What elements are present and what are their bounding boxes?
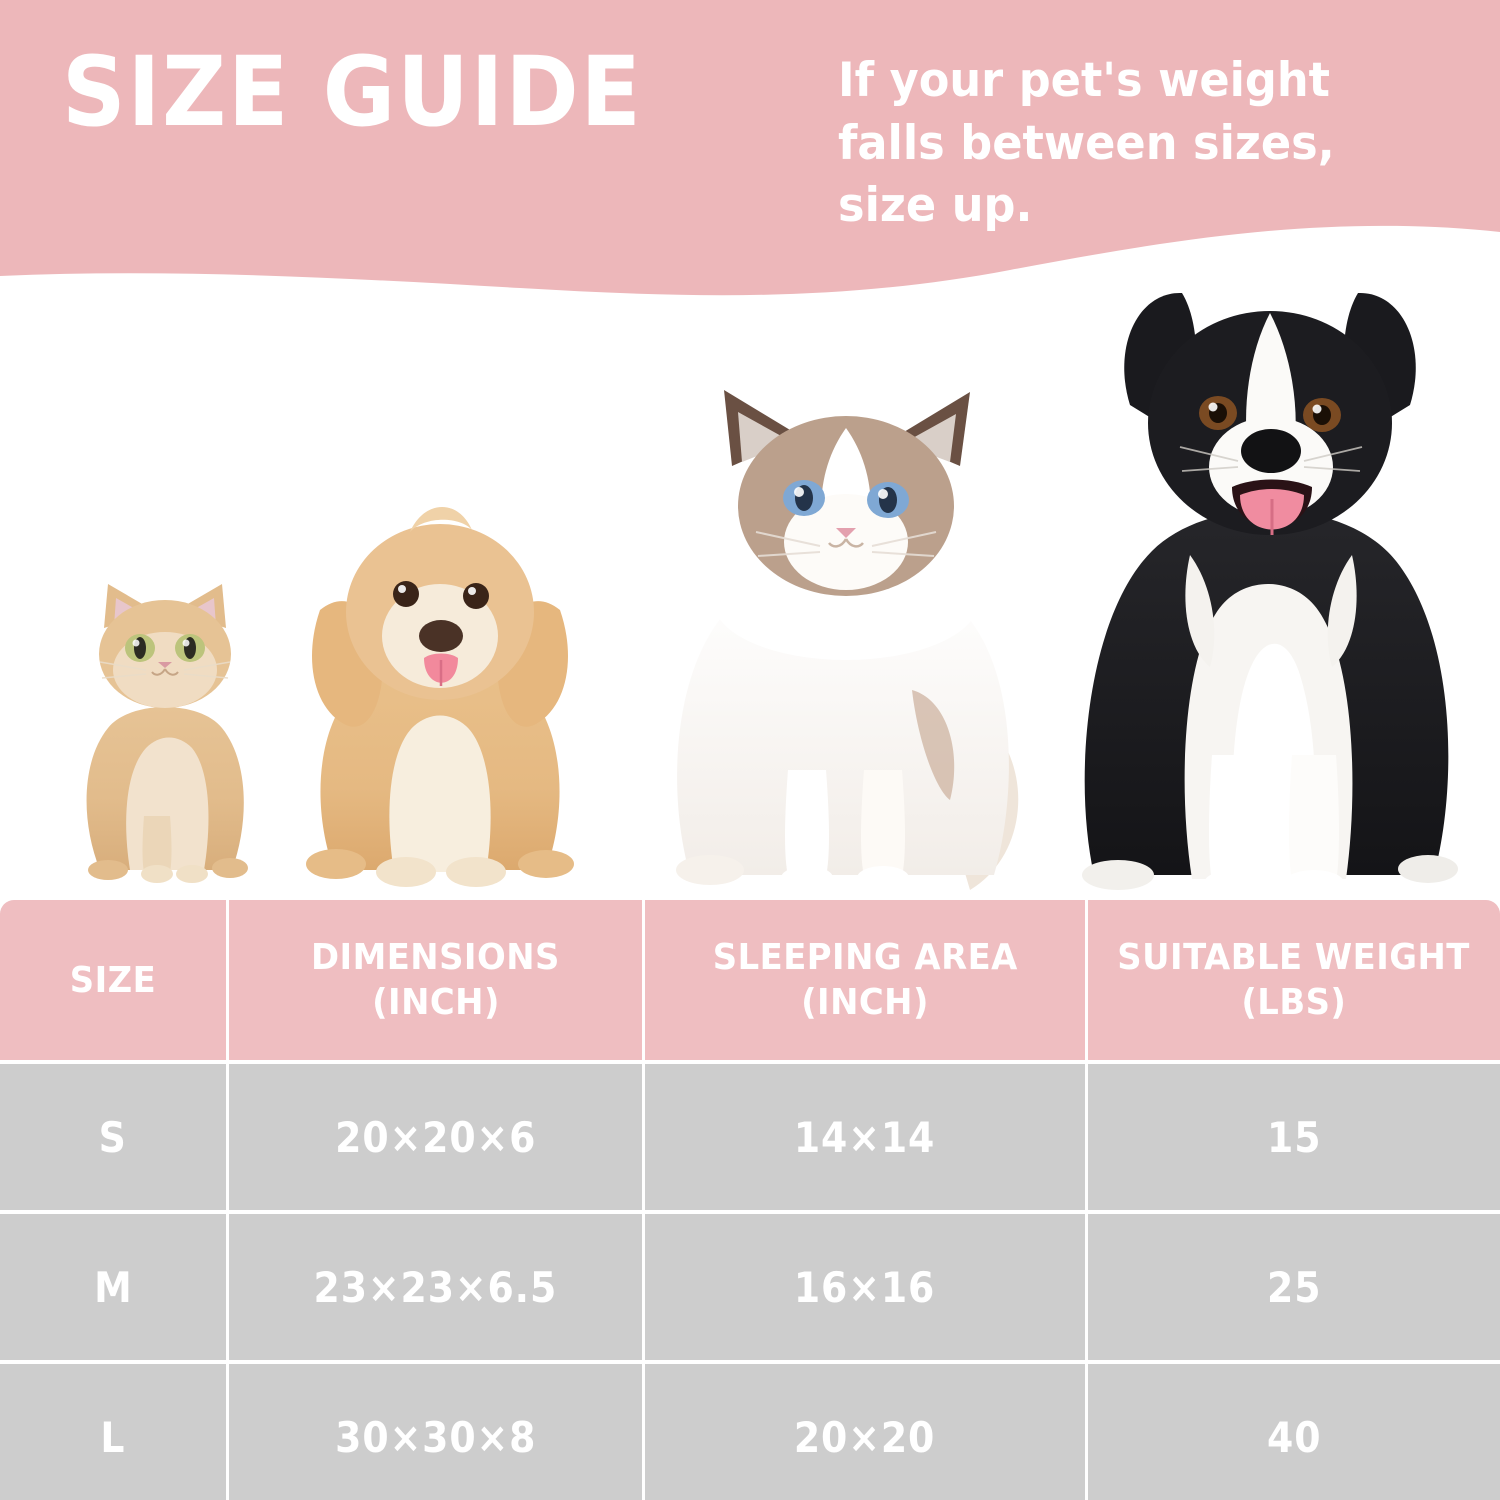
- cell-size-value: S: [98, 1112, 128, 1162]
- column-header-suitable-weight-label: SUITABLE WEIGHT: [1117, 937, 1471, 978]
- column-header-dimensions-unit: (INCH): [371, 982, 500, 1023]
- size-table: SIZE DIMENSIONS (INCH) SLEEPING AREA (IN…: [0, 900, 1500, 1500]
- page-title: SIZE GUIDE: [62, 36, 643, 148]
- column-header-dimensions-label: DIMENSIONS: [311, 937, 560, 978]
- cell-size: L: [0, 1364, 229, 1500]
- column-header-suitable-weight-unit: (LBS): [1241, 982, 1347, 1023]
- column-header-size-label: SIZE: [69, 959, 157, 1001]
- column-header-size: SIZE: [0, 900, 229, 1060]
- cell-sleeping-area-value: 20×20: [794, 1412, 936, 1462]
- cell-size-value: M: [93, 1262, 133, 1312]
- header-subtitle: If your pet's weight falls between sizes…: [838, 53, 1335, 233]
- pet-image-small-cat: [86, 584, 248, 883]
- cell-suitable-weight-value: 40: [1266, 1412, 1322, 1462]
- cell-sleeping-area: 20×20: [645, 1364, 1088, 1500]
- cell-suitable-weight: 25: [1088, 1214, 1500, 1360]
- cell-size: M: [0, 1214, 229, 1360]
- row-divider: [0, 1210, 1500, 1214]
- column-header-dimensions: DIMENSIONS (INCH): [229, 900, 645, 1060]
- table-row: L 30×30×8 20×20 40: [0, 1364, 1500, 1500]
- row-divider: [0, 1360, 1500, 1364]
- cell-size: S: [0, 1064, 229, 1210]
- cell-sleeping-area-value: 14×14: [794, 1112, 936, 1162]
- cell-sleeping-area: 14×14: [645, 1064, 1088, 1210]
- header-banner: SIZE GUIDE If your pet's weight falls be…: [0, 0, 1500, 300]
- pet-image-large-dog: [1082, 292, 1458, 890]
- cell-dimensions: 23×23×6.5: [229, 1214, 645, 1360]
- table-header-row: SIZE DIMENSIONS (INCH) SLEEPING AREA (IN…: [0, 900, 1500, 1060]
- cell-suitable-weight: 15: [1088, 1064, 1500, 1210]
- cell-dimensions-value: 30×30×8: [334, 1412, 537, 1462]
- column-header-suitable-weight: SUITABLE WEIGHT (LBS): [1088, 900, 1500, 1060]
- pet-image-large-cat: [676, 390, 1019, 890]
- cell-suitable-weight: 40: [1088, 1364, 1500, 1500]
- cell-dimensions: 20×20×6: [229, 1064, 645, 1210]
- column-header-sleeping-area-label: SLEEPING AREA: [712, 937, 1018, 978]
- cell-dimensions-value: 20×20×6: [334, 1112, 537, 1162]
- row-divider: [0, 1060, 1500, 1064]
- cell-size-value: L: [100, 1412, 126, 1462]
- table-row: M 23×23×6.5 16×16 25: [0, 1214, 1500, 1360]
- cell-sleeping-area: 16×16: [645, 1214, 1088, 1360]
- cell-dimensions-value: 23×23×6.5: [313, 1262, 558, 1312]
- table-row: S 20×20×6 14×14 15: [0, 1064, 1500, 1210]
- column-header-sleeping-area-unit: (INCH): [801, 982, 929, 1023]
- cell-suitable-weight-value: 25: [1266, 1262, 1322, 1312]
- column-header-sleeping-area: SLEEPING AREA (INCH): [645, 900, 1088, 1060]
- cell-suitable-weight-value: 15: [1266, 1112, 1322, 1162]
- pet-illustration-row: [0, 250, 1500, 890]
- pet-image-small-dog: [306, 506, 574, 887]
- banner-wave-shape: [0, 0, 1500, 296]
- cell-dimensions: 30×30×8: [229, 1364, 645, 1500]
- cell-sleeping-area-value: 16×16: [794, 1262, 936, 1312]
